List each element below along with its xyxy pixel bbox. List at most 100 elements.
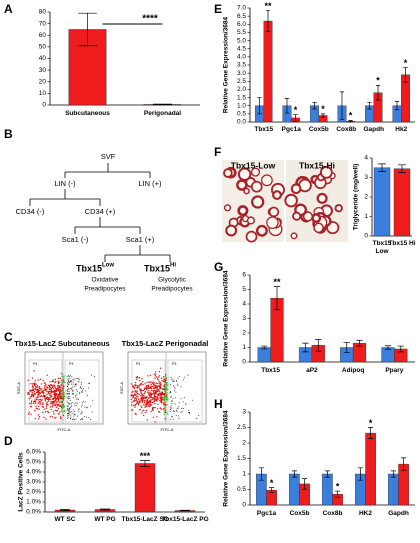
flow-dot	[152, 392, 154, 395]
error-bar	[293, 114, 298, 122]
flow-dot	[69, 403, 71, 405]
flow-dot	[44, 389, 47, 392]
flow-dot	[58, 386, 61, 389]
error-bar	[343, 342, 350, 353]
x-tick-label: Subcutaneous	[65, 110, 110, 117]
flow-title: Tbx15-LacZ Subcutaneous	[14, 339, 109, 348]
flow-dot	[155, 391, 158, 393]
x-tick-label: Tbx15	[254, 126, 274, 133]
y-tick-label: 4	[242, 301, 246, 308]
flow-dot	[160, 399, 163, 402]
flow-dot	[169, 396, 171, 398]
error-bar	[257, 97, 262, 115]
flow-dot	[173, 386, 175, 388]
flow-dot	[146, 381, 148, 384]
y-tick-label: 1	[242, 471, 246, 478]
flow-dot	[178, 402, 180, 404]
flow-dot	[82, 402, 84, 404]
cell	[251, 195, 265, 209]
significance: *	[376, 76, 380, 86]
significance: ***	[140, 451, 151, 461]
flow-dot	[164, 374, 167, 376]
flow-dot	[28, 397, 31, 400]
flow-dot	[172, 416, 174, 418]
flow-dot	[54, 397, 57, 400]
flow-dot	[67, 382, 69, 384]
cell	[272, 190, 282, 200]
flow-dot	[33, 370, 35, 372]
flow-dot	[46, 396, 48, 399]
y-tick-label: 6.5	[237, 13, 246, 20]
gate-label: P4	[136, 362, 140, 366]
flow-dot	[34, 417, 37, 420]
flow-dot	[167, 399, 169, 401]
flow-dot	[176, 380, 178, 382]
flow-dot	[34, 402, 37, 404]
flow-dot	[164, 381, 166, 384]
flow-dot	[145, 405, 148, 407]
flow-dot	[61, 395, 63, 397]
flow-dot	[61, 400, 63, 402]
flow-dot	[70, 374, 72, 376]
flow-dot	[144, 411, 147, 414]
flow-dot	[33, 400, 35, 403]
x-tick-label: Adipoq	[341, 367, 365, 374]
flow-dot	[52, 403, 54, 405]
flow-xlabel: FITC-A	[58, 427, 71, 432]
flow-dot	[80, 406, 82, 408]
flow-dot	[50, 402, 52, 405]
cell	[319, 165, 333, 179]
flow-dot	[179, 375, 181, 377]
cell	[243, 187, 250, 195]
flow-dot	[36, 389, 38, 392]
y-tick-label: 70	[39, 20, 47, 27]
flow-dot	[130, 383, 132, 385]
flow-dot	[75, 394, 77, 396]
flow-dot	[57, 395, 60, 397]
flow-dot	[47, 391, 50, 393]
x-tick-label: Perigonadal	[143, 110, 182, 117]
flow-dot	[77, 377, 79, 379]
flow-dot	[174, 397, 176, 399]
flow-dot	[82, 400, 84, 402]
flow-dot	[151, 398, 153, 401]
error-bar	[348, 120, 353, 123]
flow-dot	[61, 373, 63, 375]
flow-dot	[170, 384, 172, 386]
cell	[250, 180, 263, 193]
flow-dot	[169, 391, 171, 393]
y-tick-label: 6.0%	[26, 449, 41, 456]
flow-dot	[55, 410, 58, 412]
flow-dot	[38, 416, 41, 418]
flow-dot	[36, 396, 38, 399]
flow-dot	[183, 408, 185, 410]
flow-dot	[67, 387, 69, 389]
flow-dot	[139, 389, 142, 391]
flow-dot	[143, 388, 146, 391]
flow-dot	[70, 407, 72, 409]
y-tick-label: 2.5	[237, 424, 246, 431]
flow-dot	[180, 411, 182, 413]
flow-dot	[38, 408, 40, 410]
flow-dot	[27, 379, 29, 382]
flow-dot	[154, 400, 156, 402]
x-tick-label: WT SC	[54, 516, 76, 523]
flow-dot	[42, 411, 44, 414]
flow-dot	[151, 401, 153, 404]
flow-dot	[136, 402, 139, 404]
flow-dot	[154, 375, 156, 377]
flow-dot	[90, 405, 92, 407]
flow-dot	[163, 414, 165, 416]
flow-dot	[42, 403, 44, 406]
flow-dot	[155, 399, 158, 402]
flow-dot	[164, 409, 167, 411]
flow-dot	[72, 392, 74, 394]
flow-dot	[158, 370, 160, 373]
flow-dot	[157, 408, 159, 410]
flow-dot	[130, 398, 132, 401]
flow-dot	[136, 393, 139, 395]
flow-dot	[141, 400, 144, 403]
flow-dot	[169, 406, 171, 408]
flow-dot	[29, 405, 32, 408]
flow-dot	[158, 388, 160, 391]
